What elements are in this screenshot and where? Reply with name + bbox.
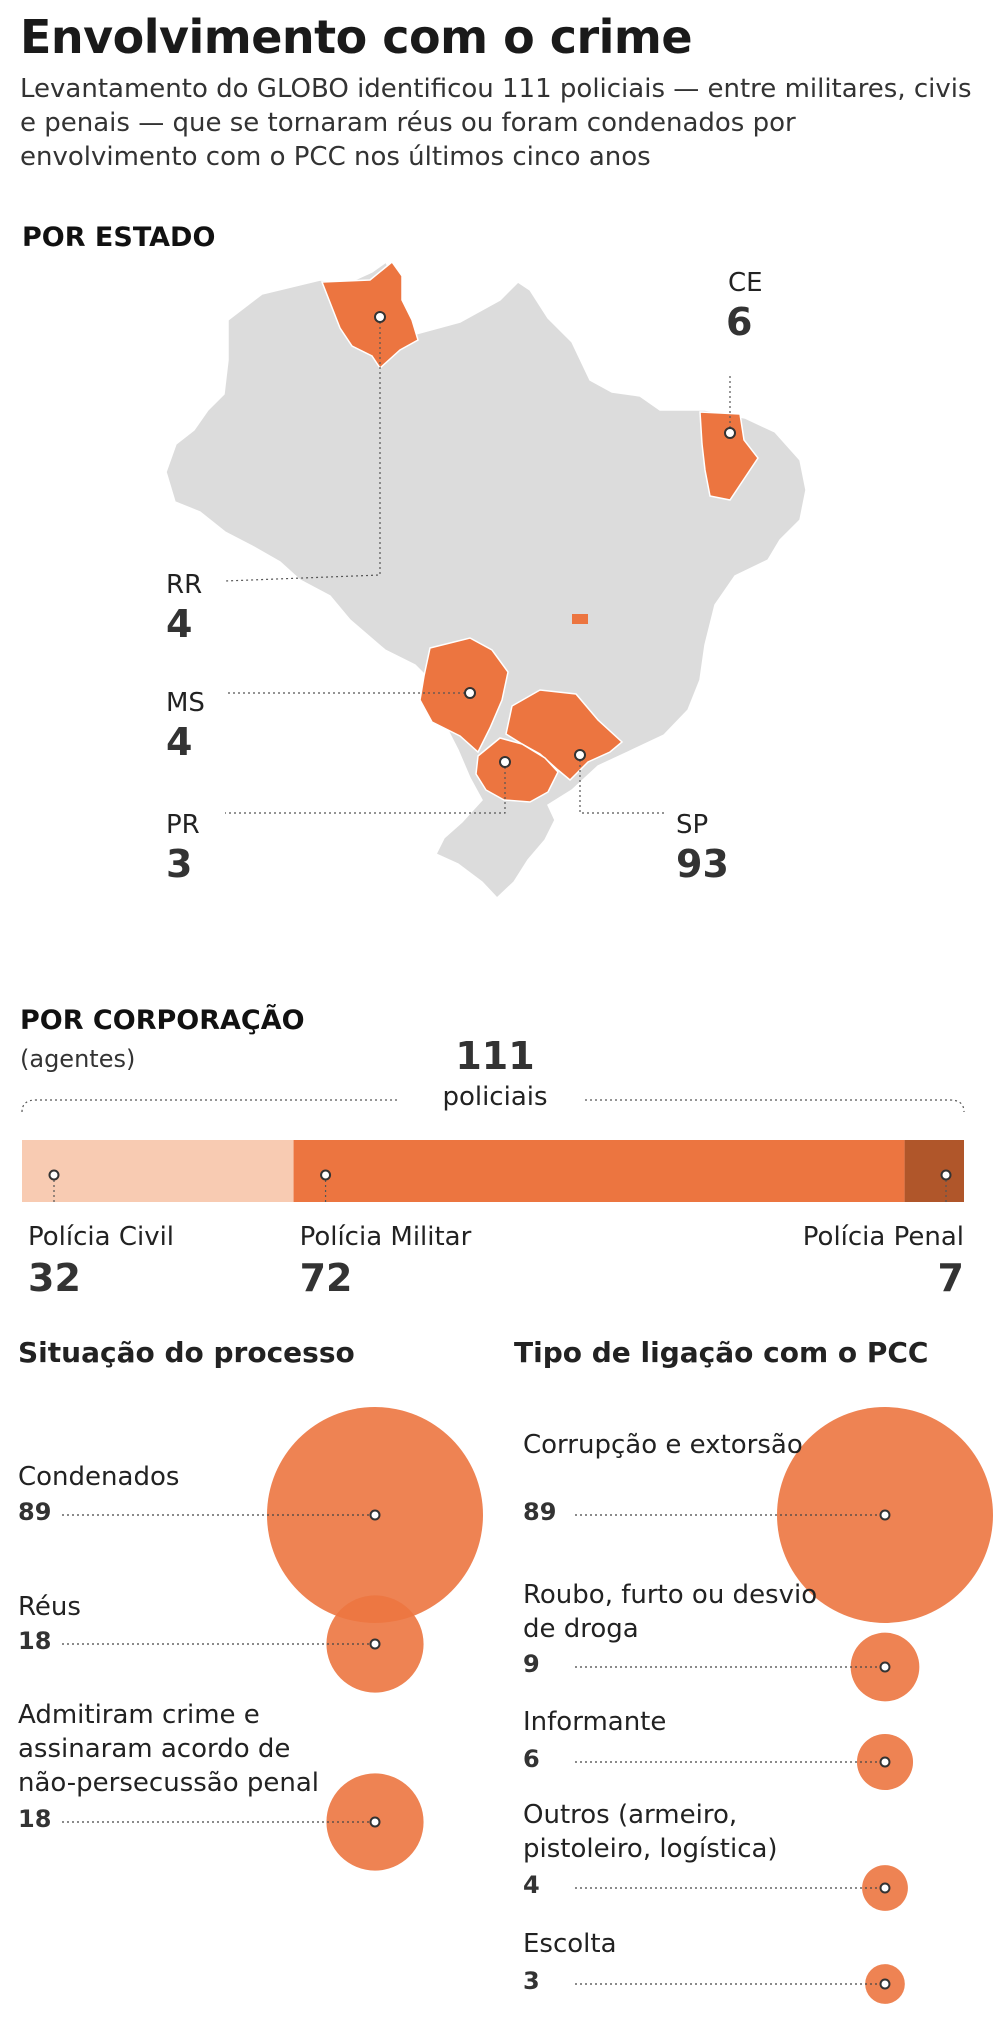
state-value-rr: 4 [166,602,193,646]
page-subtitle: Levantamento do GLOBO identificou 111 po… [20,74,972,172]
ligacao-value-0: 89 [523,1498,557,1526]
corp-total-value: 111 [455,1034,535,1078]
ligacao-label-3: Outros (armeiro, pistoleiro, logística) [523,1800,778,1864]
state-ce-shape [699,411,759,501]
situacao-value-2: 18 [18,1805,52,1833]
ligacao-label-4: Escolta [523,1929,617,1959]
state-pr-shape [475,737,559,803]
ligacao-label-0: Corrupção e extorsão [523,1430,803,1460]
ligacao-dot-1 [879,1661,891,1673]
state-ms-shape [419,637,509,754]
situacao-title: Situação do processo [18,1336,355,1369]
bar-label-1: Polícia Militar [299,1222,472,1252]
situacao-label-2: Admitiram crime e assinaram acordo de nã… [18,1700,320,1798]
situacao-value-0: 89 [18,1498,52,1526]
situacao-label-1: Réus [18,1592,81,1622]
state-label-sp: SP [676,810,709,840]
ligacao-value-4: 3 [523,1967,540,1995]
brazil-shape [165,260,807,900]
ligacao-value-1: 9 [523,1650,540,1678]
bar-label-0: Polícia Civil [28,1222,175,1252]
sp-dot [574,749,586,761]
page-title: Envolvimento com o crime [20,10,693,64]
state-rr-shape [320,260,419,370]
bar-dot-0 [48,1169,60,1181]
state-label-ms: MS [166,688,205,718]
ligacao-dot-0 [879,1509,891,1521]
state-value-ms: 4 [166,720,193,764]
ligacao-label-1: Roubo, furto ou desvio de droga [523,1580,818,1644]
bar-value-2: 7 [937,1256,964,1300]
ms-dot [464,687,476,699]
state-value-pr: 3 [166,842,193,886]
pr-dot [499,756,511,768]
corp-total-label: policiais [442,1082,548,1112]
ligacao-label-2: Informante [523,1707,667,1737]
ligacao-value-3: 4 [523,1871,540,1899]
bar-label-2: Polícia Penal [802,1222,964,1252]
ligacao-dot-3 [879,1882,891,1894]
rr-dot [374,311,386,323]
state-value-ce: 6 [726,300,753,344]
situacao-dot-1 [369,1638,381,1650]
situacao-value-1: 18 [18,1627,52,1655]
corp-section-title: POR CORPORAÇÃO [20,1005,305,1036]
map-section-title: POR ESTADO [22,222,216,253]
ligacao-dot-2 [879,1756,891,1768]
ligacao-title: Tipo de ligação com o PCC [514,1336,929,1369]
corp-unit: (agentes) [20,1045,136,1073]
state-df-shape [572,614,588,624]
state-label-pr: PR [166,810,200,840]
bar-segment-0 [22,1140,294,1202]
situacao-label-0: Condenados [18,1462,180,1492]
bar-segment-1 [293,1140,905,1202]
situacao-dot-2 [369,1816,381,1828]
total-bracket [21,1099,965,1113]
bar-segment-2 [904,1140,964,1202]
ligacao-dot-4 [879,1978,891,1990]
state-label-ce: CE [728,268,763,298]
bar-value-1: 72 [299,1256,353,1300]
bar-dot-1 [320,1169,332,1181]
ligacao-value-2: 6 [523,1745,540,1773]
bar-dot-2 [940,1169,952,1181]
ce-dot [724,427,736,439]
situacao-dot-0 [369,1509,381,1521]
state-label-rr: RR [166,570,203,600]
state-value-sp: 93 [676,842,729,886]
bar-value-0: 32 [28,1256,81,1300]
